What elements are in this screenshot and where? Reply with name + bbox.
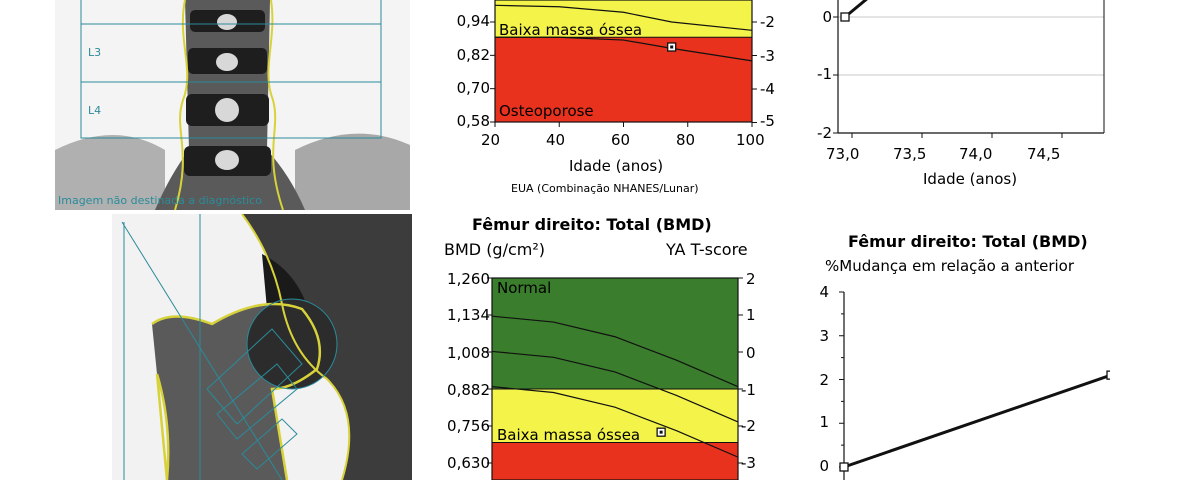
series-line — [844, 0, 868, 19]
x-tick: 74,5 — [1027, 145, 1061, 163]
spine-bmd-chart: 0,94 0,82 0,70 0,58 -2 -3 -4 -5 20 40 60… — [430, 0, 780, 210]
y-tick: 1,260 — [447, 270, 490, 288]
y-tick-right: -2 — [760, 13, 775, 31]
x-tick: 80 — [676, 131, 696, 149]
y-tick: 0,882 — [447, 381, 490, 399]
reference-curve — [494, 4, 753, 31]
zone-low-bmd — [492, 389, 738, 443]
femur-bmd-chart: Fêmur direito: Total (BMD) BMD (g/cm²) Y… — [430, 210, 780, 480]
zone-osteoporosis — [495, 37, 752, 122]
series-line — [843, 373, 1110, 469]
x-tick: 73,0 — [826, 145, 860, 163]
y-tick-right: -5 — [760, 112, 775, 130]
femur-scan-svg — [112, 214, 412, 480]
x-tick: 73,5 — [893, 145, 927, 163]
chart-subtitle: %Mudança em relação a anterior — [825, 257, 1074, 275]
region-label-l3: L3 — [88, 46, 102, 59]
y-tick-right: -3 — [741, 454, 756, 472]
reference-label: EUA (Combinação NHANES/Lunar) — [511, 182, 699, 195]
y-tick: 0,756 — [447, 417, 490, 435]
femur-scan-image — [112, 214, 412, 480]
y-tick-right: 1 — [746, 306, 756, 324]
y-tick: 0,58 — [456, 112, 490, 130]
x-tick: 100 — [736, 131, 765, 149]
x-tick: 40 — [546, 131, 566, 149]
y-tick-right: -2 — [741, 417, 756, 435]
spine-scan-image: L3 L4 Imagem não destinada a diagnóstico — [55, 0, 410, 210]
y-tick: 0,82 — [456, 46, 490, 64]
x-axis-label: Idade (anos) — [923, 170, 1018, 188]
chart-title: Fêmur direito: Total (BMD) — [848, 232, 1088, 251]
femur-bmd-plot — [487, 277, 743, 480]
femur-change-chart: Fêmur direito: Total (BMD) %Mudança em r… — [810, 226, 1110, 480]
zone-label-low: Baixa massa óssea — [499, 21, 643, 39]
spine-change-plot — [833, 0, 1105, 138]
y-axis-label-left: BMD (g/cm²) — [444, 240, 546, 259]
femur-change-plot — [839, 291, 1110, 480]
y-tick: -1 — [817, 65, 832, 83]
reference-curve — [491, 350, 739, 423]
spine-bmd-plot — [490, 0, 757, 127]
y-tick: -2 — [817, 124, 832, 142]
y-axis-label-right: YA T-score — [666, 240, 748, 259]
y-tick: 0,94 — [456, 12, 490, 30]
y-tick: 1,134 — [447, 306, 490, 324]
y-tick-right: -1 — [741, 381, 756, 399]
reference-curve — [491, 386, 739, 458]
y-tick: 4 — [819, 283, 829, 301]
y-tick: 3 — [819, 327, 829, 345]
y-tick-right: -3 — [760, 47, 775, 65]
zone-label-osteo: Osteoporose — [499, 102, 594, 120]
x-tick: 60 — [611, 131, 631, 149]
patient-point-center — [659, 430, 663, 434]
watermark-text: Imagem não destinada a diagnóstico — [58, 194, 262, 207]
y-tick: 1 — [819, 413, 829, 431]
x-axis-label: Idade (anos) — [569, 157, 664, 175]
spine-scan-svg — [55, 0, 410, 210]
data-point — [839, 462, 849, 472]
y-tick: 0 — [822, 8, 832, 26]
spine-change-chart: 0 -1 -2 73,0 73,5 74,0 74,5 Idade (anos) — [810, 0, 1110, 200]
zone-label-normal: Normal — [497, 279, 552, 297]
y-tick: 0,630 — [447, 454, 490, 472]
y-tick: 0 — [819, 457, 829, 475]
chart-title: Fêmur direito: Total (BMD) — [472, 215, 712, 234]
region-label-l4: L4 — [88, 104, 102, 117]
data-point — [1106, 370, 1110, 380]
zone-osteoporosis — [492, 442, 738, 480]
y-tick-right: 2 — [746, 270, 756, 288]
y-tick: 0,70 — [456, 79, 490, 97]
y-tick: 2 — [819, 371, 829, 389]
zone-normal — [492, 278, 738, 389]
data-point — [840, 12, 850, 22]
x-tick: 20 — [481, 131, 501, 149]
y-tick-right: 0 — [746, 344, 756, 362]
y-tick-right: -4 — [760, 80, 775, 98]
zone-label-low: Baixa massa óssea — [497, 426, 641, 444]
patient-point-center — [670, 45, 674, 49]
y-tick: 1,008 — [447, 344, 490, 362]
plot-frame — [491, 277, 739, 480]
x-tick: 74,0 — [959, 145, 993, 163]
reference-curve — [491, 315, 739, 388]
